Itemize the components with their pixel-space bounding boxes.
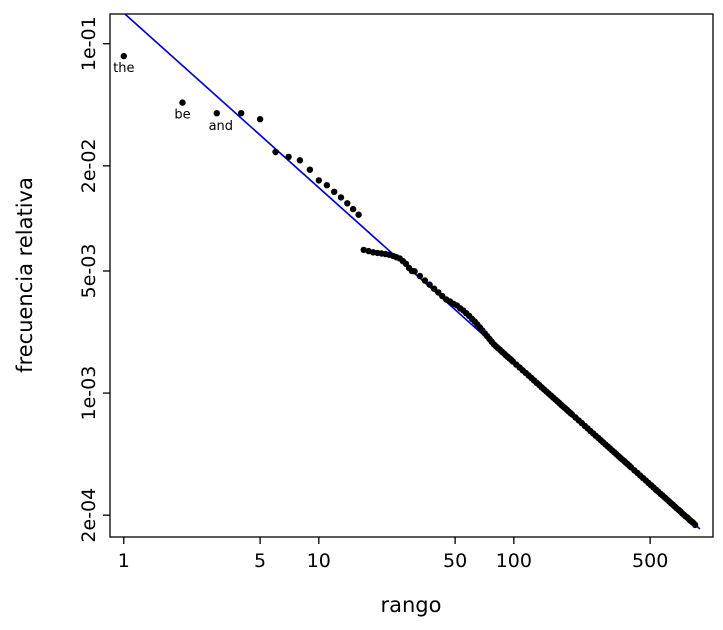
x-tick-label: 100	[496, 550, 532, 572]
x-tick-label: 500	[632, 550, 668, 572]
y-tick-label: 1e-01	[78, 16, 100, 71]
word-annotation: and	[209, 119, 233, 134]
y-tick-label: 2e-02	[78, 138, 100, 193]
x-axis-label: rango	[381, 593, 442, 617]
data-point	[349, 205, 357, 213]
data-point	[416, 272, 424, 280]
data-point	[238, 110, 245, 117]
axis-ticks: 1 5 10 50 100 500 1e-01 2e-02 5e-03 1e-03 2e-04	[78, 16, 668, 572]
data-point	[430, 285, 438, 292]
scatter-points-layer	[120, 52, 699, 529]
plot-box	[109, 13, 714, 538]
data-point	[285, 153, 292, 161]
word-annotation: be	[174, 108, 190, 123]
x-tick-label: 5	[254, 550, 266, 572]
data-point	[355, 211, 362, 218]
y-tick-label: 2e-04	[78, 488, 100, 543]
data-point	[691, 521, 699, 529]
data-point	[411, 268, 418, 275]
data-point	[179, 99, 186, 106]
data-point	[344, 200, 351, 207]
data-point	[306, 166, 314, 173]
word-annotations-layer: the be and	[113, 61, 233, 134]
data-point	[315, 177, 322, 184]
x-tick-label: 50	[443, 550, 467, 572]
data-point	[213, 110, 220, 117]
y-tick-label: 1e-03	[78, 366, 100, 421]
data-point	[337, 194, 345, 201]
data-point	[323, 182, 331, 189]
data-point	[296, 157, 304, 164]
data-point	[120, 52, 128, 60]
data-point	[272, 148, 279, 156]
y-axis-label: frecuencia relativa	[13, 177, 37, 373]
y-tick-label: 5e-03	[78, 244, 100, 299]
x-tick-label: 1	[118, 550, 130, 572]
x-tick-label: 10	[307, 550, 331, 572]
data-point	[360, 246, 367, 254]
data-point	[331, 188, 338, 195]
word-annotation: the	[113, 61, 134, 76]
data-point	[421, 277, 429, 284]
data-point	[426, 281, 433, 288]
data-point	[256, 116, 264, 123]
